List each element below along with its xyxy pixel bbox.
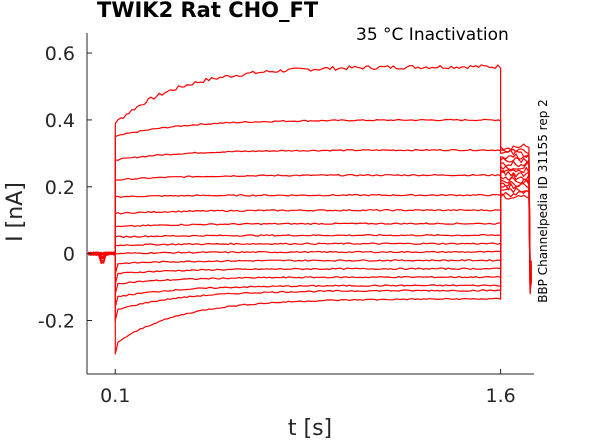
current-trace	[88, 177, 532, 285]
trace-group	[87, 64, 532, 355]
axes	[86, 33, 534, 375]
current-trace	[88, 166, 532, 279]
y-tick-label: -0.2	[38, 311, 75, 333]
current-trace	[88, 183, 532, 295]
current-trace	[88, 163, 532, 277]
x-tick-label: 1.6	[485, 385, 515, 407]
y-ticks: -0.2 0 0.2 0.4 0.6	[38, 43, 92, 333]
y-axis-label: I [nA]	[3, 182, 28, 242]
current-trace	[88, 190, 532, 322]
chart-subtitle: 35 °C Inactivation	[356, 25, 509, 45]
y-tick-label: 0.6	[45, 43, 75, 65]
current-trace	[88, 173, 532, 283]
chart-title: TWIK2 Rat CHO_FT	[97, 0, 319, 22]
current-trace	[88, 64, 532, 284]
current-trace	[88, 148, 532, 274]
current-trace	[88, 193, 532, 355]
current-trace	[88, 153, 532, 271]
current-trace	[87, 169, 532, 281]
current-trace	[88, 159, 532, 280]
current-trace	[88, 118, 532, 275]
current-trace	[88, 187, 532, 308]
y-tick-label: 0	[63, 244, 75, 266]
x-axis-label: t [s]	[288, 416, 332, 441]
current-trace	[88, 179, 532, 287]
x-tick-label: 0.1	[100, 385, 130, 407]
y-tick-label: 0.2	[45, 177, 75, 199]
x-ticks: 0.1 1.6	[100, 369, 516, 407]
y-tick-label: 0.4	[45, 110, 75, 132]
current-trace	[88, 156, 532, 281]
side-label: BBP Channelpedia ID 31155 rep 2	[536, 99, 550, 303]
